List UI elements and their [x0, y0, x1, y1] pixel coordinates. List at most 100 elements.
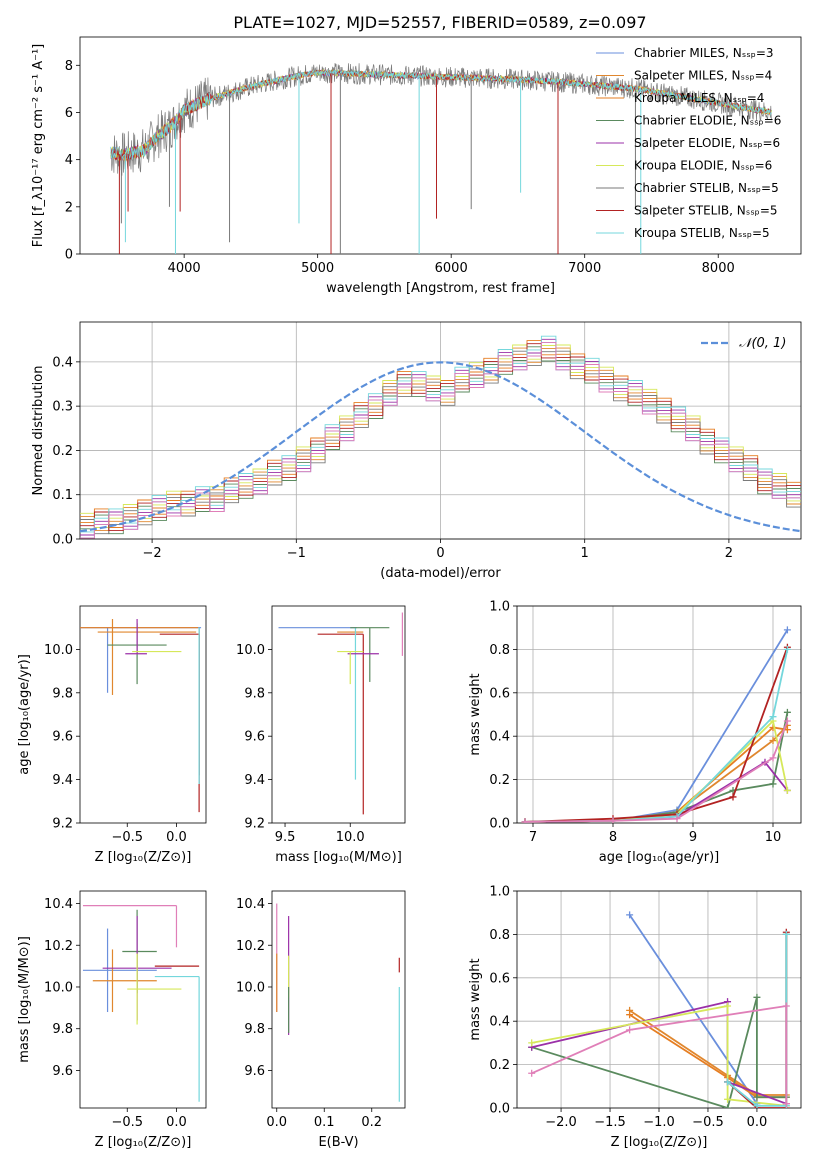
y-tick-label: 10.0	[236, 643, 265, 658]
y-tick-label: 9.8	[52, 1022, 73, 1037]
marker	[626, 911, 634, 919]
marker	[724, 1002, 732, 1010]
y-tick-label: 10.4	[44, 897, 73, 912]
marker	[753, 993, 761, 1001]
x-tick-label: 10.0	[336, 830, 365, 845]
y-axis-label: Normed distribution	[31, 366, 46, 496]
marker	[626, 1011, 634, 1019]
x-tick-label: 0.0	[266, 1115, 287, 1130]
x-tick-label: 8	[609, 830, 617, 845]
x-axis-label: Z [log₁₀(Z/Z⊙)]	[611, 1135, 708, 1150]
y-tick-label: 0.0	[489, 817, 510, 832]
panel-Z-mass: −0.5 0.0 9.6 9.8 10.0 10.2 10.4 Z [log₁₀(Z/Z⊙)]…	[17, 890, 207, 1150]
y-tick-label: 10.0	[44, 643, 73, 658]
x-tick-label: 6000	[435, 261, 468, 276]
y-axis-label: mass weight	[468, 673, 483, 755]
marker	[753, 1102, 761, 1108]
x-tick-label: −1.5	[594, 1115, 626, 1130]
y-tick-label: 0.2	[52, 444, 73, 459]
y-tick-label: 2	[65, 200, 73, 215]
x-tick-label: 0.2	[361, 1115, 382, 1130]
axes-frame	[79, 321, 802, 540]
axes-frame	[271, 605, 406, 824]
marker	[521, 818, 529, 823]
series-line	[629, 1009, 787, 1096]
panel-residuals: −2 −1 0 1 2 0.0 0.1 0.2 0.3 0.4 (data-model)/error…	[31, 321, 802, 581]
series-line	[628, 914, 758, 1108]
x-tick-label: 0.0	[166, 830, 187, 845]
marker	[528, 1039, 536, 1047]
plot-area	[278, 612, 403, 815]
x-tick-label: 0.0	[747, 1115, 768, 1130]
y-tick-label: 0.1	[52, 488, 73, 503]
y-tick-label: 9.2	[244, 817, 265, 832]
x-tick-label: −2	[143, 546, 162, 561]
legend-label: Chabrier ELODIE, Nₛₛₚ=6	[634, 114, 781, 128]
panel-mass-age: 9.5 10.0 9.2 9.4 9.6 9.8 10.0 mass [log₁₀(M/M⊙)…	[236, 605, 406, 865]
marker	[782, 930, 790, 938]
series-line	[524, 712, 789, 823]
x-tick-label: 8000	[702, 261, 735, 276]
legend-label: Salpeter STELIB, Nₛₛₚ=5	[634, 204, 778, 218]
marker	[673, 815, 681, 823]
legend-label: 𝒩(0, 1)	[739, 336, 786, 351]
series-line	[110, 69, 772, 161]
x-axis-label: age [log₁₀(age/yr)]	[599, 850, 720, 865]
y-tick-label: 9.8	[244, 1022, 265, 1037]
axes-frame	[79, 36, 802, 255]
y-tick-label: 0.2	[489, 1058, 510, 1073]
y-tick-label: 0.8	[489, 928, 510, 943]
marker	[609, 817, 617, 823]
y-tick-label: 0.4	[52, 355, 73, 370]
y-tick-label: 9.6	[52, 730, 73, 745]
marker	[528, 1069, 536, 1077]
y-axis-label: age [log₁₀(age/yr)]	[17, 654, 32, 775]
y-tick-label: 9.2	[52, 817, 73, 832]
y-tick-label: 9.6	[52, 1064, 73, 1079]
x-axis-label: mass [log₁₀(M/M⊙)]	[275, 850, 402, 865]
legend-label: Salpeter MILES, Nₛₛₚ=4	[634, 69, 772, 83]
x-tick-label: 5000	[301, 261, 334, 276]
plot-area	[82, 905, 200, 1102]
marker	[782, 1002, 790, 1010]
legend-label: Kroupa MILES, Nₛₛₚ=4	[634, 91, 764, 105]
plot-area	[80, 335, 801, 539]
marker	[783, 645, 791, 653]
marker	[769, 737, 777, 745]
y-tick-label: 0	[65, 248, 73, 263]
x-axis-label: Z [log₁₀(Z/Z⊙)]	[95, 850, 192, 865]
y-tick-label: 0.8	[489, 643, 510, 658]
y-tick-label: 10.2	[44, 939, 73, 954]
x-tick-label: 0.0	[166, 1115, 187, 1130]
legend-label: Salpeter ELODIE, Nₛₛₚ=6	[634, 136, 780, 150]
y-tick-label: 1.0	[489, 885, 510, 900]
y-tick-label: 0.6	[489, 686, 510, 701]
histogram-series	[80, 343, 801, 532]
figure-title: PLATE=1027, MJD=52557, FIBERID=0589, z=0…	[233, 13, 646, 32]
x-tick-label: −0.5	[111, 1115, 143, 1130]
y-tick-label: 8	[65, 59, 73, 74]
x-axis-label: E(B-V)	[318, 1135, 358, 1150]
marker	[724, 1095, 732, 1103]
x-tick-label: 7	[529, 830, 537, 845]
y-tick-label: 10.0	[236, 980, 265, 995]
normal-curve	[80, 361, 801, 533]
y-tick-label: 0.2	[489, 773, 510, 788]
histogram-series	[80, 335, 801, 533]
y-tick-label: 9.4	[244, 773, 265, 788]
plot-area	[528, 911, 790, 1108]
x-tick-label: 9	[689, 830, 697, 845]
marker	[724, 1078, 732, 1086]
x-tick-label: 10	[765, 830, 782, 845]
y-tick-label: 9.6	[244, 730, 265, 745]
y-tick-label: 10.4	[236, 897, 265, 912]
y-tick-label: 4	[65, 153, 73, 168]
y-tick-label: 9.6	[244, 1064, 265, 1079]
panel-spectrum: 4000 5000 6000 7000 8000 0 2 4 6 8 wavelength [Ang…	[31, 36, 802, 296]
marker	[783, 726, 791, 734]
marker	[783, 626, 791, 634]
series-line	[531, 1004, 788, 1104]
x-axis-label: wavelength [Angstrom, rest frame]	[326, 281, 555, 296]
legend-label: Chabrier MILES, Nₛₛₚ=3	[634, 46, 774, 60]
y-axis-label: mass weight	[468, 958, 483, 1040]
